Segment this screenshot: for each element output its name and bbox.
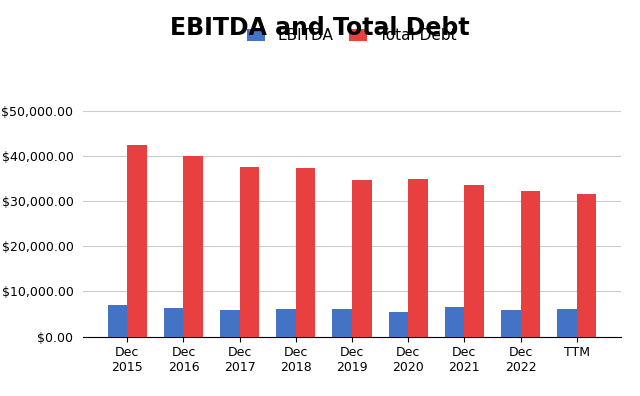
Bar — [408, 179, 428, 337]
Bar — [501, 310, 520, 337]
Bar — [352, 180, 372, 337]
Bar — [577, 194, 596, 337]
Bar — [276, 308, 296, 337]
Bar — [557, 308, 577, 337]
Bar — [184, 156, 203, 337]
Bar — [465, 185, 484, 337]
Legend: EBITDA, Total Debt: EBITDA, Total Debt — [243, 24, 461, 48]
Bar — [164, 308, 184, 337]
Bar — [108, 305, 127, 337]
Bar — [296, 168, 316, 337]
Bar — [445, 307, 465, 337]
Bar — [127, 145, 147, 337]
Text: EBITDA and Total Debt: EBITDA and Total Debt — [170, 16, 470, 40]
Bar — [220, 310, 239, 337]
Bar — [239, 167, 259, 337]
Bar — [388, 312, 408, 337]
Bar — [520, 191, 540, 337]
Bar — [332, 309, 352, 337]
